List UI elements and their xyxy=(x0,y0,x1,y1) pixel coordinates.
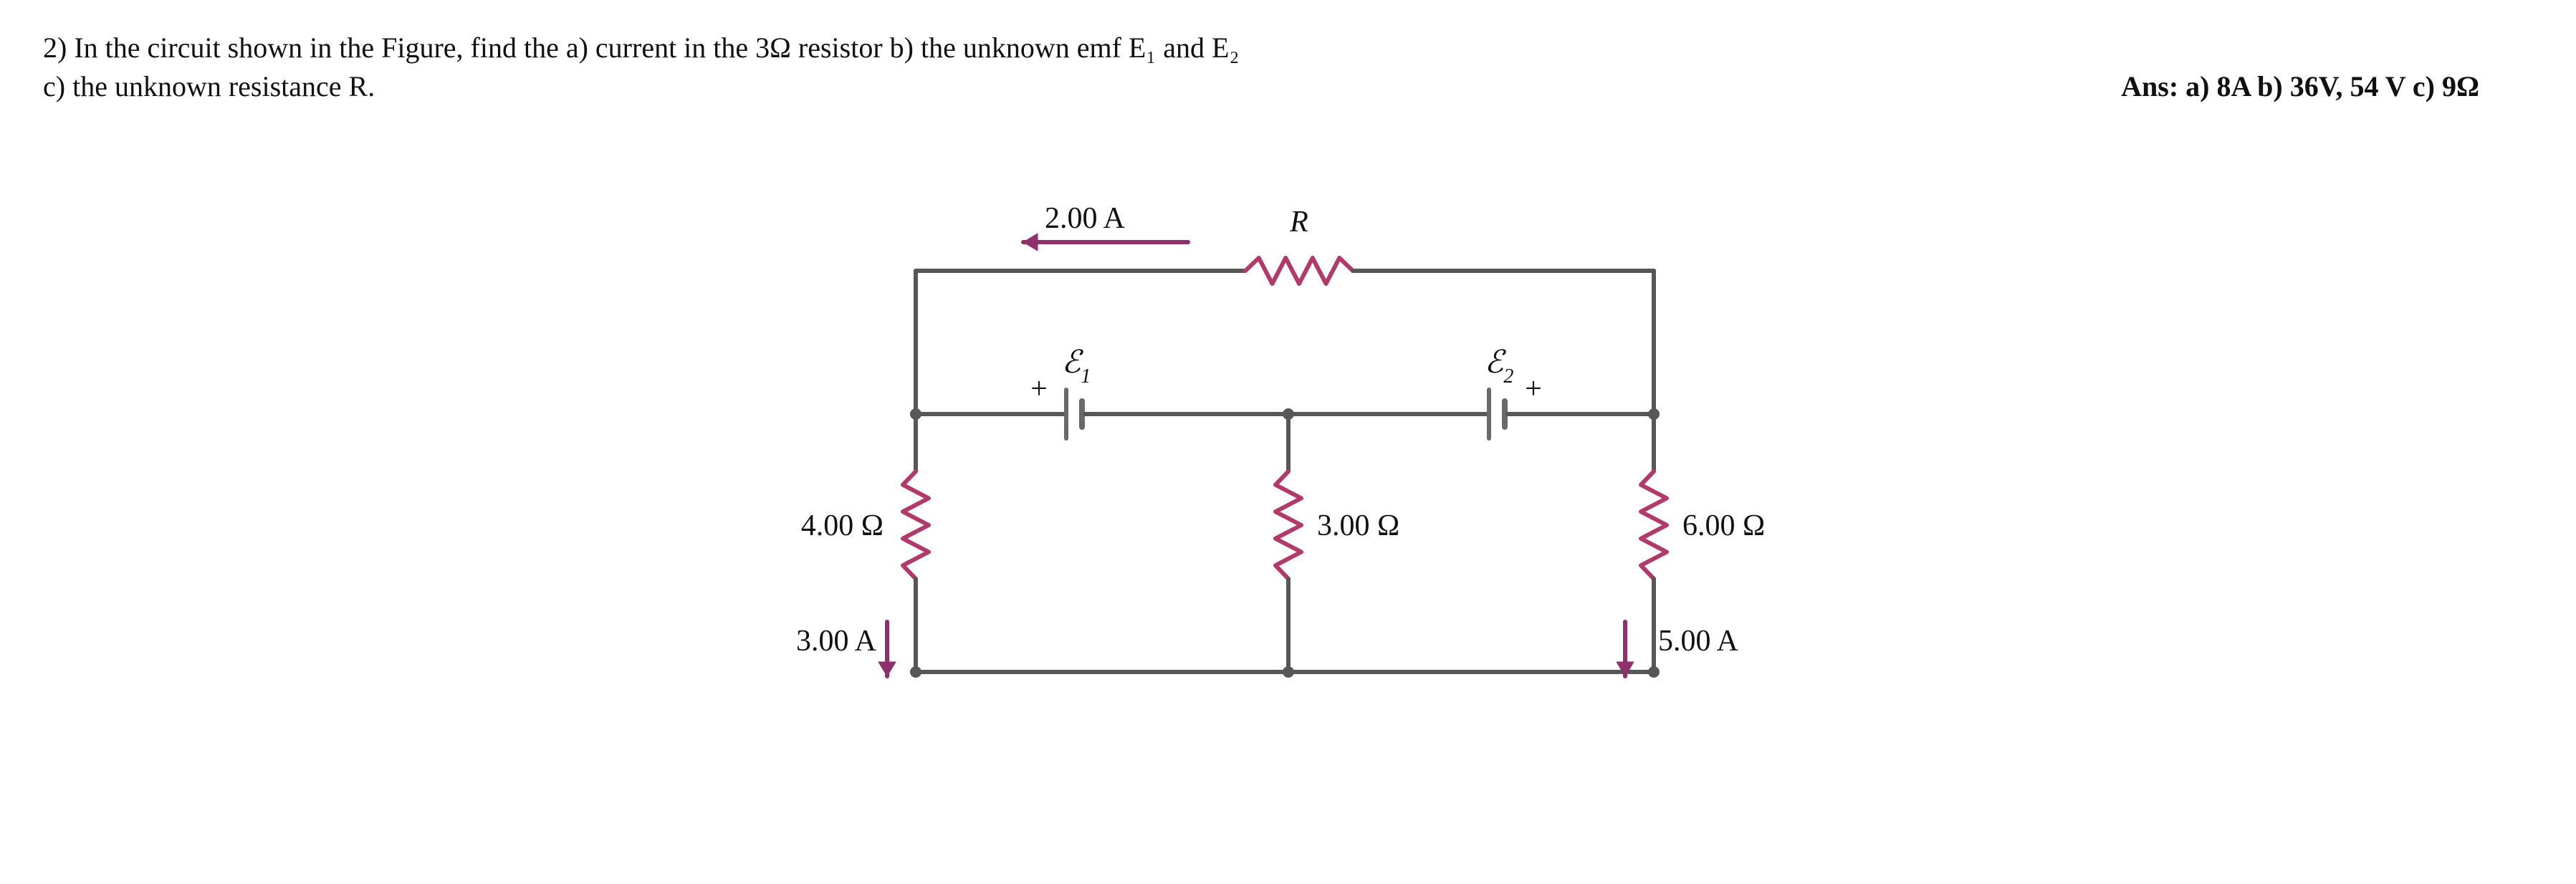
svg-text:5.00 A: 5.00 A xyxy=(1658,625,1739,658)
svg-text:3.00 A: 3.00 A xyxy=(795,625,876,658)
question-line-2-left: c) the unknown resistance R. xyxy=(43,67,375,106)
question-line-1: 2) In the circuit shown in the Figure, f… xyxy=(43,29,2479,67)
svg-text:2.00 A: 2.00 A xyxy=(1045,202,1126,235)
svg-text:4.00 Ω: 4.00 Ω xyxy=(800,509,883,542)
svg-text:ℰ2: ℰ2 xyxy=(1484,345,1513,388)
svg-text:6.00 Ω: 6.00 Ω xyxy=(1682,509,1765,542)
svg-text:+: + xyxy=(1525,373,1542,405)
circuit-figure: 2.00 A R ℰ1 + ℰ2 +4.00 Ω 3.00 Ω 6.00 Ω 3.00 A 5.0… xyxy=(43,170,2533,744)
svg-text:ℰ1: ℰ1 xyxy=(1061,345,1091,388)
answer-text: Ans: a) 8A b) 36V, 54 V c) 9Ω xyxy=(2121,67,2479,106)
svg-text:3.00 Ω: 3.00 Ω xyxy=(1317,509,1399,542)
svg-text:+: + xyxy=(1030,373,1048,405)
svg-text:R: R xyxy=(1289,206,1308,239)
question-block: 2) In the circuit shown in the Figure, f… xyxy=(43,29,2479,106)
